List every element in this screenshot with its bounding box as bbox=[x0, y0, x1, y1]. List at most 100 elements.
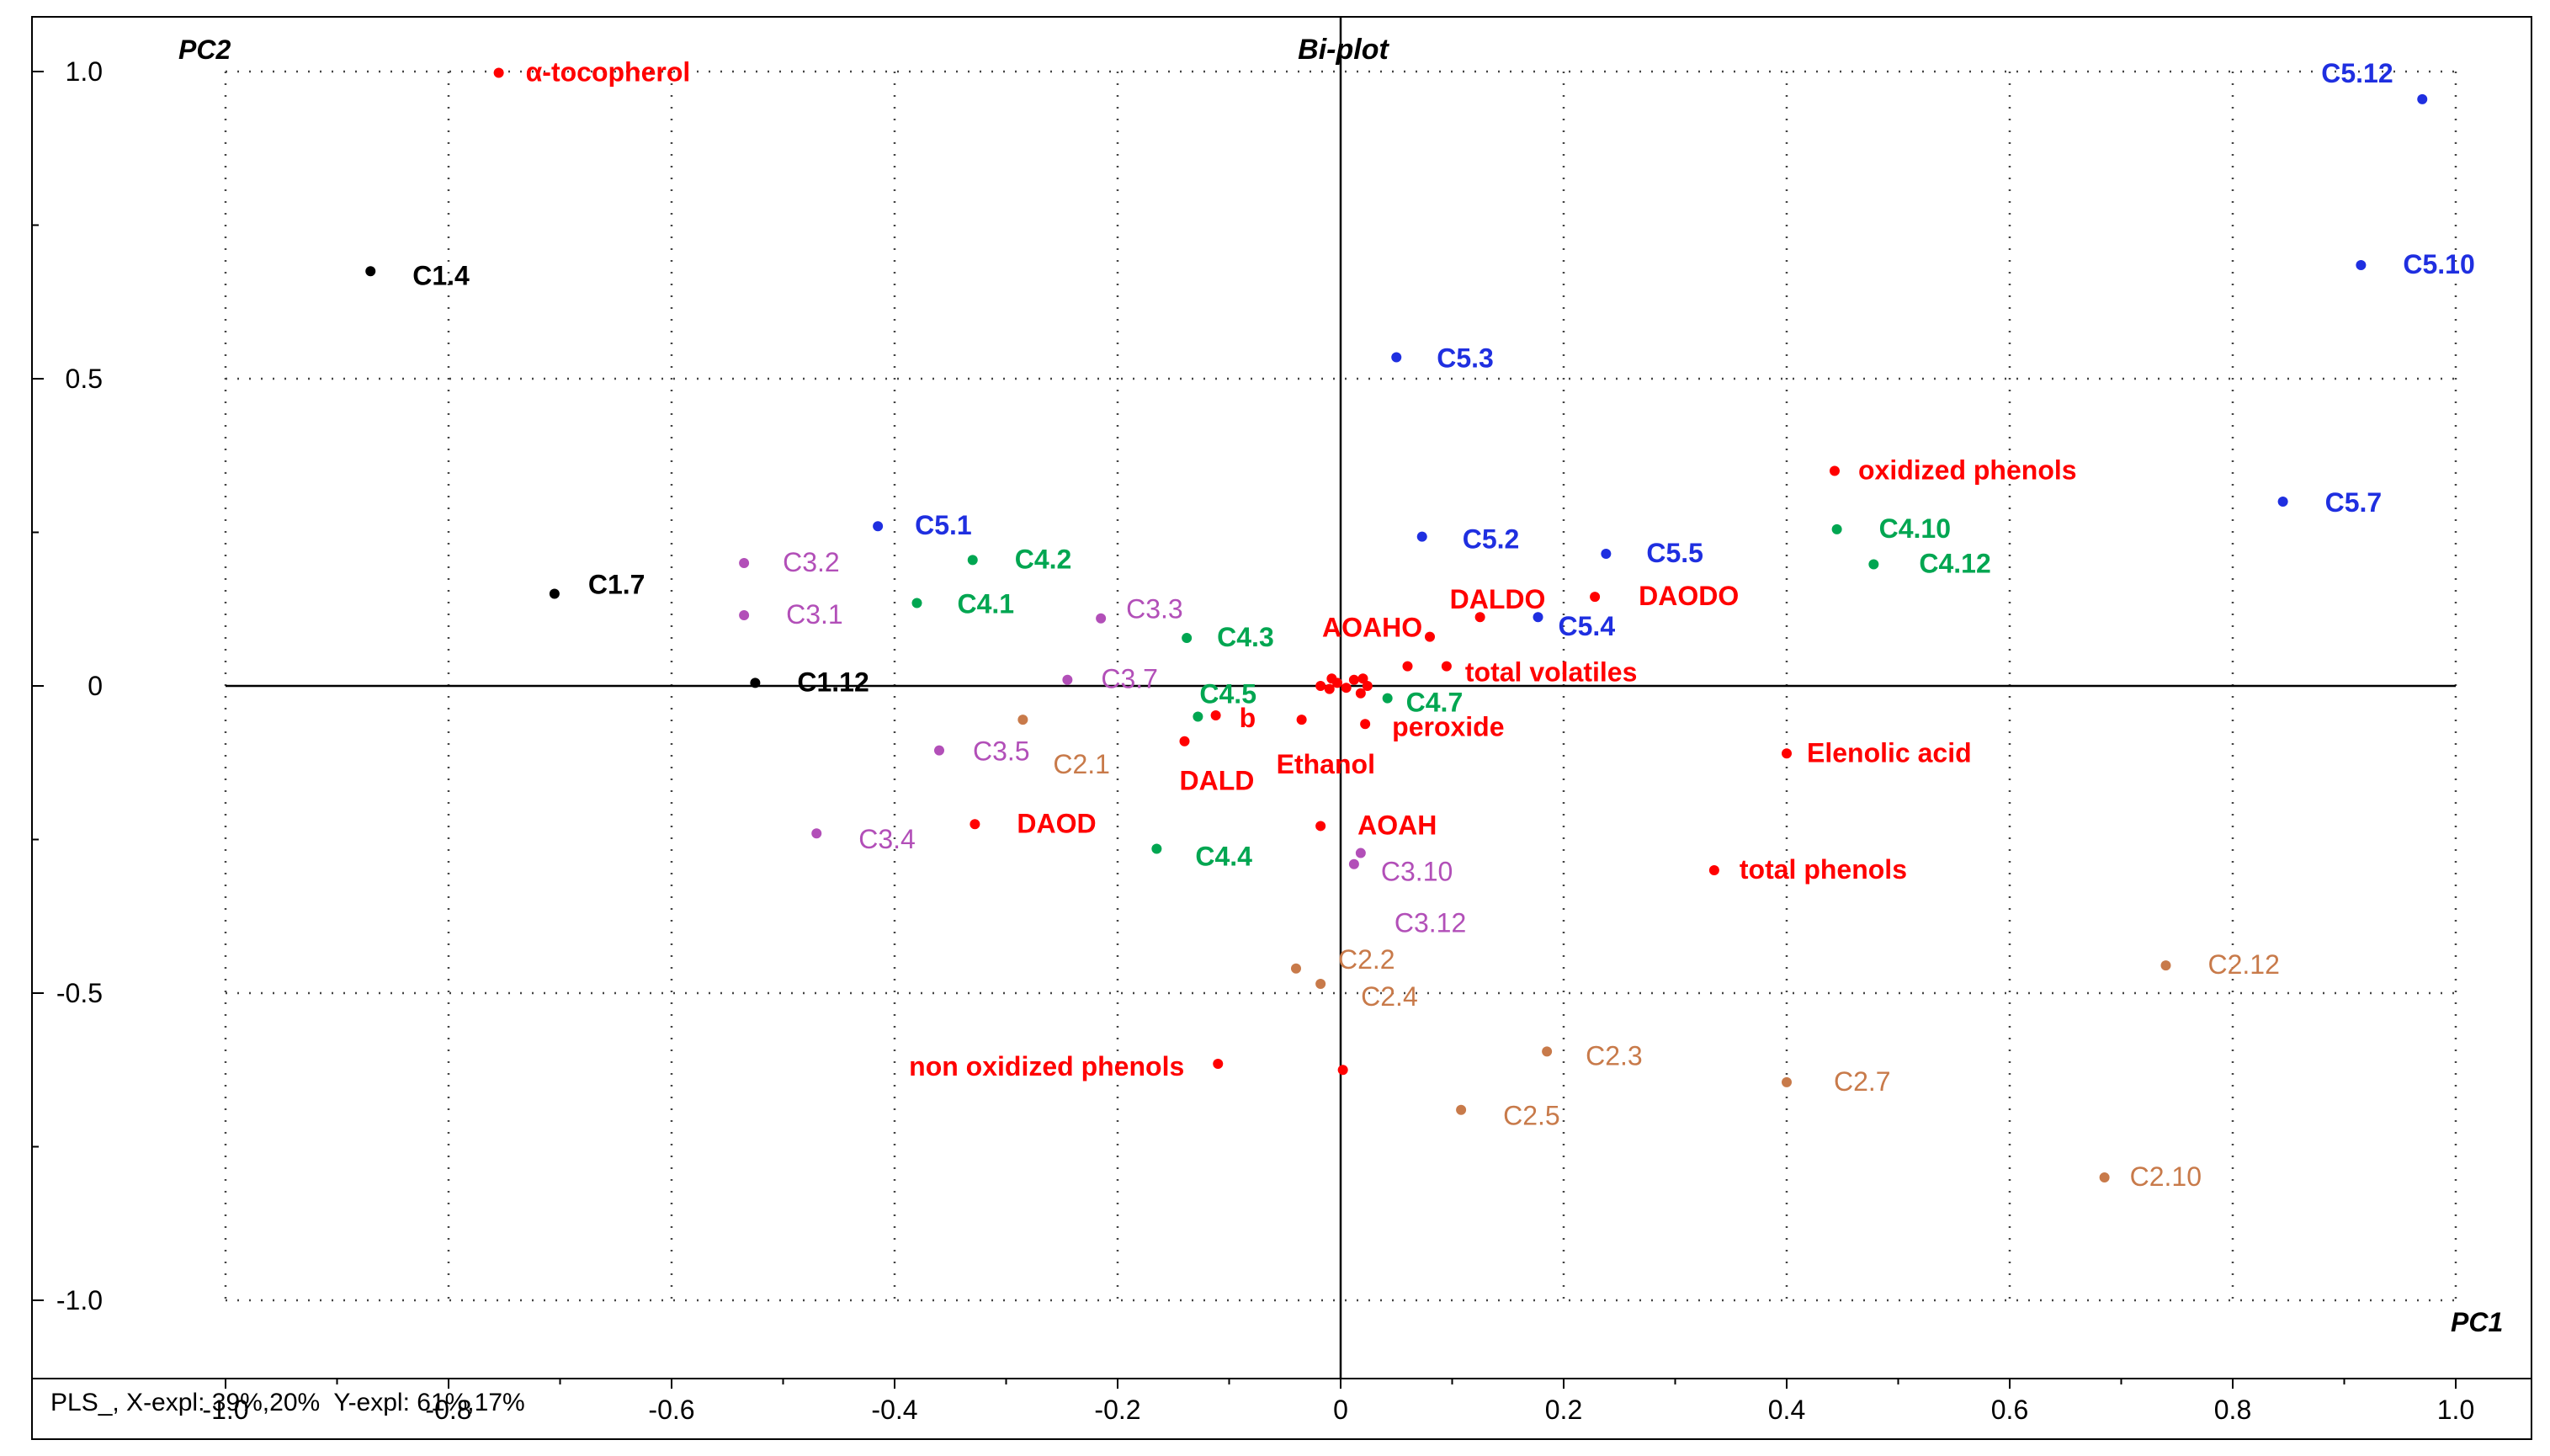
point-label-C2.10: C2.10 bbox=[2130, 1161, 2202, 1192]
point-α-tocopherol bbox=[493, 67, 504, 78]
point-C3.10 bbox=[1348, 858, 1359, 869]
point-AOAHO bbox=[1425, 631, 1435, 642]
point-C2.12 bbox=[2160, 960, 2171, 971]
point-C4.12 bbox=[1868, 559, 1879, 570]
point-C5.2 bbox=[1416, 531, 1427, 542]
point-C2.5 bbox=[1456, 1104, 1467, 1115]
point-C1.12 bbox=[750, 678, 761, 688]
point-label-C5.10: C5.10 bbox=[2403, 249, 2474, 279]
y-tick-label: -1.0 bbox=[56, 1285, 103, 1315]
point-C5.7 bbox=[2277, 497, 2288, 507]
point-unlabeled bbox=[1315, 681, 1326, 691]
point-label-total phenols: total phenols bbox=[1740, 854, 1907, 885]
x-tick-label: 0.6 bbox=[1991, 1395, 2028, 1425]
footer-stats: PLS_, X-expl: 39%,20% Y-expl: 61%,17% bbox=[50, 1389, 525, 1416]
point-C5.1 bbox=[873, 521, 884, 532]
point-b bbox=[1210, 710, 1221, 721]
tick-labels: -1.0 -0.8 -0.6 -0.4 -0.2 0 0.2 0.4 0.6 0.8 1.0 1.0 0… bbox=[32, 56, 2474, 1425]
point-label-C5.4: C5.4 bbox=[1559, 611, 1616, 641]
point-label-C5.5: C5.5 bbox=[1646, 538, 1703, 568]
point-label-C5.2: C5.2 bbox=[1463, 524, 1520, 555]
point-unlabeled bbox=[1326, 673, 1337, 684]
point-C5.3 bbox=[1391, 352, 1402, 363]
point-C2.4 bbox=[1315, 979, 1326, 990]
x-tick-label: 0.4 bbox=[1768, 1395, 1805, 1425]
series-C5: C5.12 C5.10 C5.3 C5.7 C5.1 C5.2 C5.5 C5.4 bbox=[873, 58, 2475, 641]
point-DALDO bbox=[1474, 612, 1485, 623]
point-C5.4 bbox=[1533, 612, 1543, 623]
point-label-C5.7: C5.7 bbox=[2325, 487, 2383, 518]
point-label-C3.4: C3.4 bbox=[858, 824, 916, 854]
point-label-C4.5: C4.5 bbox=[1199, 679, 1256, 709]
point-label-C1.12: C1.12 bbox=[797, 667, 869, 697]
point-C4.10 bbox=[1831, 523, 1842, 534]
point-label-C3.1: C3.1 bbox=[786, 599, 843, 630]
point-C3.1 bbox=[739, 610, 750, 621]
point-unlabeled bbox=[1357, 673, 1368, 684]
point-AOAH bbox=[1315, 821, 1326, 832]
point-DAOD bbox=[970, 819, 980, 830]
point-unlabeled bbox=[1324, 683, 1335, 694]
point-label-total volatiles: total volatiles bbox=[1465, 657, 1638, 688]
point-label-b: b bbox=[1240, 703, 1256, 733]
point-C2.3 bbox=[1542, 1046, 1553, 1057]
x-tick-label: 1.0 bbox=[2437, 1395, 2474, 1425]
point-DALD bbox=[1179, 736, 1190, 747]
point-label-C5.1: C5.1 bbox=[915, 510, 972, 540]
point-label-C4.3: C4.3 bbox=[1217, 622, 1274, 652]
point-C5.10 bbox=[2356, 259, 2367, 270]
point-label-oxidized phenols: oxidized phenols bbox=[1858, 455, 2077, 486]
x-axis-label: PC1 bbox=[2451, 1307, 2503, 1337]
y-tick-label: 0 bbox=[88, 671, 103, 701]
point-label-DAODO: DAODO bbox=[1639, 581, 1739, 611]
x-tick-label: -0.8 bbox=[425, 1395, 471, 1425]
point-C3.12 bbox=[1355, 848, 1366, 858]
point-C3.3 bbox=[1096, 613, 1107, 624]
point-total phenols bbox=[1708, 865, 1719, 875]
point-label-peroxide: peroxide bbox=[1392, 711, 1504, 741]
series-unlabeled bbox=[1315, 661, 1413, 1076]
point-C1.4 bbox=[365, 266, 376, 277]
point-Ethanol bbox=[1296, 715, 1307, 725]
point-non oxidized phenols bbox=[1213, 1058, 1224, 1069]
point-label-C5.3: C5.3 bbox=[1437, 343, 1494, 373]
x-tick-label: 0.8 bbox=[2214, 1395, 2251, 1425]
point-label-non oxidized phenols: non oxidized phenols bbox=[909, 1051, 1184, 1081]
point-label-C2.5: C2.5 bbox=[1503, 1101, 1560, 1131]
x-tick-label: -0.6 bbox=[648, 1395, 694, 1425]
point-label-Elenolic acid: Elenolic acid bbox=[1807, 737, 1972, 768]
point-DAODO bbox=[1590, 592, 1601, 603]
point-C3.4 bbox=[811, 828, 822, 839]
point-label-C2.7: C2.7 bbox=[1834, 1066, 1891, 1097]
point-label-Ethanol: Ethanol bbox=[1277, 749, 1375, 779]
point-label-C3.5: C3.5 bbox=[973, 736, 1030, 767]
point-C4.7 bbox=[1382, 693, 1393, 704]
point-C2.1 bbox=[1017, 715, 1028, 725]
point-label-AOAH: AOAH bbox=[1357, 810, 1437, 840]
point-label-DALD: DALD bbox=[1180, 766, 1255, 796]
point-label-C4.1: C4.1 bbox=[958, 588, 1015, 619]
point-label-DALDO: DALDO bbox=[1450, 584, 1546, 614]
series-Variables: α-tocopherol oxidized phenols DALDO DAODO AO… bbox=[493, 56, 2077, 1081]
point-label-C3.2: C3.2 bbox=[783, 547, 840, 577]
point-C5.5 bbox=[1601, 549, 1612, 560]
point-label-C2.12: C2.12 bbox=[2208, 949, 2280, 980]
point-total volatiles bbox=[1441, 661, 1452, 672]
x-tick-label: -0.2 bbox=[1094, 1395, 1140, 1425]
point-label-C2.1: C2.1 bbox=[1053, 749, 1110, 779]
series-C1: C1.4 C1.7 C1.12 bbox=[365, 260, 869, 697]
point-C3.2 bbox=[739, 558, 750, 568]
point-label-C3.7: C3.7 bbox=[1101, 664, 1158, 694]
point-oxidized phenols bbox=[1829, 465, 1840, 476]
point-label-C1.7: C1.7 bbox=[588, 570, 645, 600]
point-label-C4.2: C4.2 bbox=[1015, 544, 1072, 574]
footer-frame bbox=[31, 1378, 2532, 1440]
point-unlabeled bbox=[1362, 681, 1373, 691]
point-unlabeled bbox=[1348, 674, 1359, 685]
point-C1.7 bbox=[549, 588, 560, 599]
series-C2: C2.1 C2.2 C2.4 C2.3 C2.5 C2.7 C2.10 C2.12 bbox=[1017, 715, 2280, 1192]
point-label-DAOD: DAOD bbox=[1017, 808, 1096, 838]
point-unlabeled bbox=[1341, 683, 1352, 693]
